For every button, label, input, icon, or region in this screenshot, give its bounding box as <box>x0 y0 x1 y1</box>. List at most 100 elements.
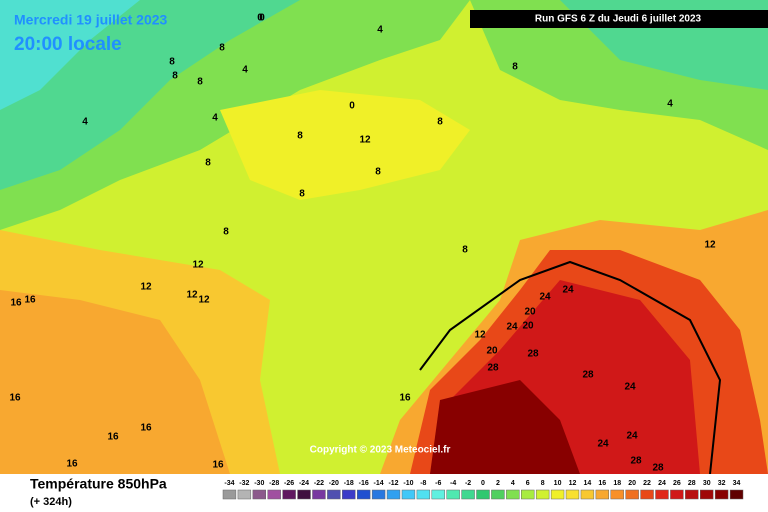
scale-label: -4 <box>450 480 456 487</box>
contour-label: 8 <box>512 62 518 73</box>
scale-box <box>685 489 699 500</box>
scale-label: -12 <box>388 480 398 487</box>
region-cyan <box>0 0 140 110</box>
scale-label: -30 <box>254 480 264 487</box>
contour-label: 24 <box>506 322 518 333</box>
scale-box <box>252 489 266 500</box>
scale-box <box>655 489 669 500</box>
scale-box <box>491 489 505 500</box>
region-orange-sw <box>0 290 230 474</box>
scale-label: 10 <box>554 480 562 487</box>
scale-box <box>386 489 401 500</box>
scale-box <box>431 489 445 500</box>
scale-box <box>506 489 520 500</box>
scale-label: 6 <box>526 480 530 487</box>
contour-label: 8 <box>219 43 225 54</box>
contour-label: 8 <box>299 189 305 200</box>
scale-box <box>416 489 431 500</box>
contour-label: 0 <box>257 13 263 24</box>
scale-box <box>521 489 535 500</box>
scale-label: -2 <box>465 480 471 487</box>
scale-box <box>267 489 281 500</box>
scale-box <box>371 489 386 500</box>
scale-box <box>476 489 490 500</box>
scale-label: -28 <box>269 480 279 487</box>
valid-date: Mercredi 19 juillet 2023 <box>14 12 168 28</box>
contour-label: 12 <box>359 135 371 146</box>
scale-box <box>714 489 729 500</box>
scale-label: -34 <box>224 480 234 487</box>
scale-box <box>282 489 296 500</box>
scale-label: -32 <box>239 480 249 487</box>
scale-label: 16 <box>598 480 606 487</box>
contour-label: 16 <box>24 295 36 306</box>
contour-label: 8 <box>169 57 175 68</box>
scale-box <box>356 489 371 500</box>
scale-box <box>327 489 341 500</box>
scale-label: -6 <box>435 480 441 487</box>
contour-label: 8 <box>437 117 443 128</box>
contour-label: 8 <box>172 71 178 82</box>
local-time: 20:00 locale <box>14 34 122 55</box>
scale-box <box>729 489 744 500</box>
contour-label: 20 <box>522 321 534 332</box>
scale-box <box>580 489 595 500</box>
scale-box <box>625 489 639 500</box>
scale-label: 0 <box>481 480 485 487</box>
contour-label: 4 <box>82 117 88 128</box>
contour-label: 16 <box>399 393 411 404</box>
copyright: Copyright © 2023 Meteociel.fr <box>310 445 451 456</box>
scale-label: 2 <box>496 480 500 487</box>
run-box <box>470 10 768 28</box>
scale-label: -26 <box>284 480 294 487</box>
contour-label: 24 <box>626 431 638 442</box>
scale-label: -10 <box>403 480 413 487</box>
contour-label: 24 <box>539 292 551 303</box>
scale-label: -18 <box>344 480 354 487</box>
contour-label: 8 <box>375 167 381 178</box>
contour-label: 28 <box>582 370 594 381</box>
scale-box <box>461 489 475 500</box>
contour-label: 24 <box>624 382 636 393</box>
footer-title: Température 850hPa <box>30 476 167 492</box>
contour-label: 24 <box>562 285 574 296</box>
contour-label: 28 <box>652 463 664 474</box>
contour-label: 4 <box>667 99 673 110</box>
contour-label: 12 <box>140 282 152 293</box>
contour-label: 4 <box>242 65 248 76</box>
contour-label: 4 <box>212 113 218 124</box>
contour-label: 28 <box>630 456 642 467</box>
scale-label: -24 <box>299 480 309 487</box>
contour-label: 16 <box>212 460 224 471</box>
contour-label: 8 <box>197 77 203 88</box>
scale-box <box>535 489 550 500</box>
run-text: Run GFS 6 Z du Jeudi 6 juillet 2023 <box>535 14 702 25</box>
contour-label: 28 <box>487 363 499 374</box>
contour-label: 12 <box>474 330 486 341</box>
region-darkred <box>430 380 580 474</box>
scale-box <box>237 489 252 500</box>
contour-label: 16 <box>66 459 78 470</box>
scale-label: 30 <box>703 480 711 487</box>
contour-label: 12 <box>704 240 716 251</box>
scale-label: 26 <box>673 480 681 487</box>
scale-label: 18 <box>613 480 621 487</box>
contour-label: 12 <box>198 295 210 306</box>
contour-label: 8 <box>297 131 303 142</box>
contour-label: 8 <box>205 158 211 169</box>
contour-label: 20 <box>524 307 536 318</box>
scale-box <box>401 489 416 500</box>
contour-label: 28 <box>527 349 539 360</box>
scale-label: -16 <box>359 480 369 487</box>
contour-label: 16 <box>140 423 152 434</box>
scale-box <box>446 489 460 500</box>
scale-label: -8 <box>420 480 426 487</box>
scale-label: 12 <box>569 480 577 487</box>
scale-label: 14 <box>584 480 592 487</box>
scale-box <box>700 489 714 500</box>
contour-label: 16 <box>10 298 22 309</box>
scale-box <box>565 489 580 500</box>
scale-label: 8 <box>541 480 545 487</box>
